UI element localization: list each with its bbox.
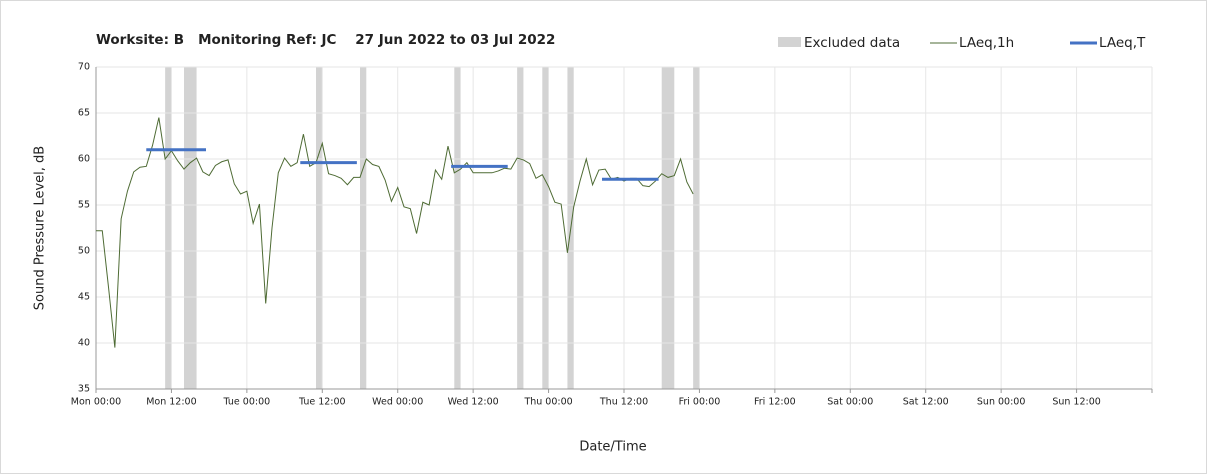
chart-title: Worksite: B Monitoring Ref: JC 27 Jun 20…	[96, 32, 555, 48]
x-tick-label: Fri 00:00	[679, 397, 721, 408]
y-tick-label: 55	[78, 200, 90, 211]
legend-label: Excluded data	[804, 35, 900, 51]
y-axis-label: Sound Pressure Level, dB	[33, 146, 48, 310]
x-tick-label: Sat 00:00	[827, 397, 873, 408]
legend-label: LAeq,T	[1099, 35, 1146, 51]
x-tick-label: Tue 00:00	[223, 397, 271, 408]
y-tick-label: 40	[78, 338, 90, 349]
x-tick-label: Mon 12:00	[146, 397, 196, 408]
x-tick-label: Sat 12:00	[903, 397, 949, 408]
x-tick-label: Tue 12:00	[298, 397, 346, 408]
excluded-band	[316, 67, 323, 389]
y-tick-label: 35	[78, 384, 90, 395]
x-tick-label: Wed 12:00	[448, 397, 499, 408]
x-tick-label: Thu 00:00	[523, 397, 572, 408]
excluded-band	[693, 67, 700, 389]
x-tick-label: Sun 00:00	[977, 397, 1025, 408]
legend-swatch	[778, 37, 801, 47]
y-tick-label: 60	[78, 154, 90, 165]
y-tick-label: 65	[78, 108, 90, 119]
x-tick-label: Wed 00:00	[372, 397, 423, 408]
excluded-band	[542, 67, 549, 389]
excluded-band	[661, 67, 675, 389]
y-tick-label: 45	[78, 292, 90, 303]
y-tick-label: 50	[78, 246, 90, 257]
series-line	[96, 117, 694, 348]
excluded-band	[184, 67, 197, 389]
y-tick-label: 70	[78, 62, 90, 73]
excluded-band	[454, 67, 461, 389]
excluded-band	[360, 67, 367, 389]
x-tick-label: Sun 12:00	[1052, 397, 1100, 408]
x-axis-label: Date/Time	[579, 440, 646, 455]
excluded-band	[517, 67, 524, 389]
legend-label: LAeq,1h	[959, 35, 1014, 51]
x-tick-label: Thu 12:00	[599, 397, 648, 408]
excluded-band	[165, 67, 172, 389]
x-tick-label: Mon 00:00	[71, 397, 121, 408]
x-tick-label: Fri 12:00	[754, 397, 796, 408]
